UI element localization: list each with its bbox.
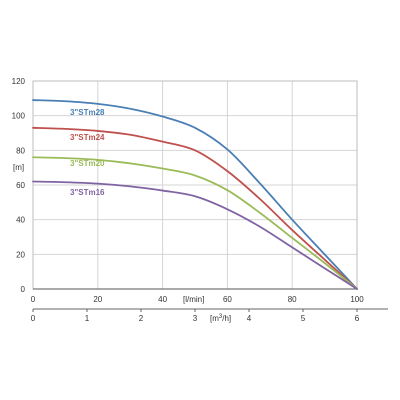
x-axis-primary-label: [l/min] — [183, 295, 204, 304]
x-secondary-tick-label: 1 — [85, 314, 90, 323]
x-axis-secondary-ticks: 0 1 2 3 4 5 6 — [31, 308, 388, 323]
series-label-stm24: 3"STm24 — [70, 133, 105, 142]
x-secondary-tick-label: 2 — [139, 314, 144, 323]
x-secondary-tick-label: 6 — [355, 314, 360, 323]
x-secondary-tick-label: 3 — [193, 314, 198, 323]
y-tick-label: 0 — [21, 285, 26, 294]
x-primary-tick-label: 100 — [350, 295, 364, 304]
y-axis-label: [m] — [13, 163, 24, 172]
series-line-3 — [32, 180, 358, 290]
series-line-0 — [32, 99, 358, 290]
x-primary-tick-label: 0 — [31, 295, 36, 304]
series-label-stm28: 3"STm28 — [70, 108, 105, 117]
y-tick-label: 80 — [16, 146, 25, 155]
series-line-2 — [32, 156, 358, 290]
x-axis-secondary-label: [m3/h] — [210, 314, 231, 323]
y-tick-label: 40 — [16, 216, 25, 225]
x-primary-tick-label: 60 — [223, 295, 232, 304]
x-primary-tick-label: 20 — [93, 295, 102, 304]
x-axis-primary-ticks: 0 20 40 60 80 100 — [31, 295, 364, 304]
series-lines — [32, 99, 358, 290]
plot-frame — [32, 80, 358, 290]
series-label-stm16: 3"STm16 — [70, 188, 105, 197]
x-secondary-tick-label: 0 — [31, 314, 36, 323]
series-label-stm20: 3"STm20 — [70, 159, 105, 168]
x-primary-tick-label: 80 — [288, 295, 297, 304]
y-tick-label: 100 — [12, 112, 26, 121]
x-secondary-tick-label: 5 — [301, 314, 306, 323]
series-labels: 3"STm28 3"STm24 3"STm20 3"STm16 — [70, 108, 105, 197]
y-tick-label: 120 — [12, 77, 26, 86]
y-tick-label: 60 — [16, 181, 25, 190]
x-secondary-tick-label: 4 — [247, 314, 252, 323]
series-line-1 — [32, 126, 358, 290]
y-axis-ticks: 0 20 40 60 80 100 120 — [12, 77, 26, 294]
y-tick-label: 20 — [16, 250, 25, 259]
x-primary-tick-label: 40 — [158, 295, 167, 304]
